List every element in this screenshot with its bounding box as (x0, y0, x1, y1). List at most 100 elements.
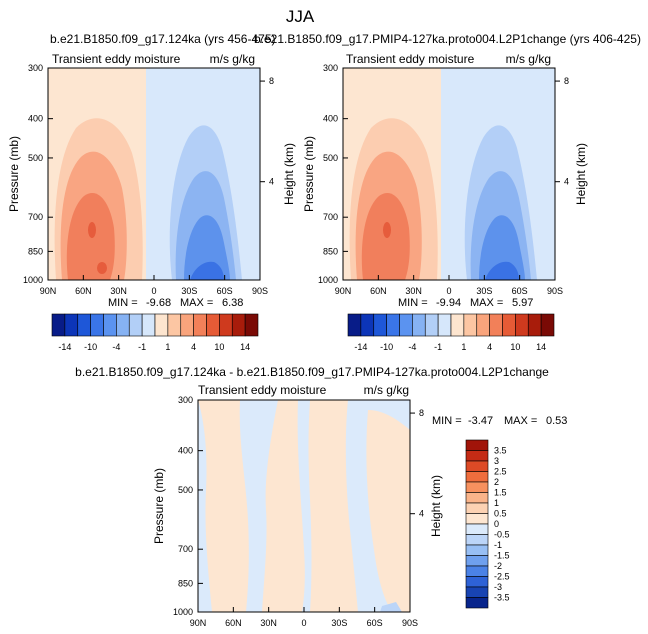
colorbar-top-left-box (116, 313, 130, 337)
panel-3-min-label: MIN = (432, 415, 462, 427)
colorbar-top-left-box (64, 313, 79, 337)
colorbar-vertical-box (465, 481, 489, 493)
panel-3-field (198, 400, 410, 612)
panel-1-xtick-label: 90S (252, 286, 268, 296)
colorbar-vertical-box (465, 565, 489, 577)
panel-2-right-label: m/s g/kg (506, 52, 551, 66)
colorbar-top-left-label: 4 (191, 342, 196, 352)
colorbar-vertical-box (465, 576, 489, 588)
panel-2-contour-orange-4 (383, 222, 391, 238)
panel-3-xtick-label: 90N (190, 618, 207, 628)
colorbar-top-right-box (502, 313, 516, 337)
colorbar-vertical-label: -0.5 (494, 530, 510, 540)
panel-2-contour-blue-3 (479, 215, 525, 280)
panel-1-ytick-label: 1000 (23, 275, 43, 285)
panel-1-max-label: MAX = (180, 297, 213, 309)
panel-2-xtick-label: 60S (512, 286, 528, 296)
colorbar-vertical-box (465, 586, 489, 598)
colorbar-vertical-box (465, 460, 489, 472)
panel-3-contour-blue-c (297, 400, 312, 612)
panel-1-contour-blue-3 (184, 215, 230, 280)
colorbar-top-right-box (489, 313, 503, 337)
colorbar-top-right-label: -14 (354, 342, 367, 352)
colorbar-top-right-box (450, 313, 465, 337)
panel-1-contour-blue-4 (190, 261, 224, 280)
colorbar-vertical-label: -1.5 (494, 551, 510, 561)
panel-3-ylabel-right: Height (km) (429, 475, 443, 537)
panel-3-right-label: m/s g/kg (364, 383, 409, 397)
colorbar-vertical-label: 2 (494, 477, 499, 487)
panel-1-right-label: m/s g/kg (210, 52, 255, 66)
colorbar-vertical-label: 3 (494, 456, 499, 466)
colorbar-top-left-box (90, 313, 104, 337)
panel-3-ytick-label: 400 (178, 446, 193, 456)
panel-3-ytick-label: 700 (178, 544, 193, 554)
colorbar-top-right-box (424, 313, 439, 337)
panel-3-xtick-label: 60N (225, 618, 242, 628)
colorbar-top-left-box (167, 313, 182, 337)
colorbar-vertical-box (465, 439, 489, 451)
panel-2-ytick-right-label: 8 (564, 76, 569, 86)
colorbar-top-left-label: 1 (165, 342, 170, 352)
panel-2-xtick-label: 90N (335, 286, 352, 296)
colorbar-top-right-label: 14 (536, 342, 546, 352)
panel-1-ylabel-right: Height (km) (282, 143, 296, 205)
panel-1-plot-area (48, 68, 260, 280)
panel-3-xtick-label: 30S (331, 618, 347, 628)
panel-2-ytick-label: 850 (323, 246, 338, 256)
panel-1-min-value: -9.68 (146, 297, 171, 309)
panel-1-contour-orange-4 (88, 222, 96, 238)
panel-3-contour-blue-b (239, 400, 278, 612)
panel-2-ytick-label: 500 (323, 153, 338, 163)
colorbar-top-right-box (386, 313, 400, 337)
panel-1-xtick-label: 60S (217, 286, 233, 296)
colorbar-vertical-box (465, 544, 489, 556)
panel-3-ytick-right-label: 8 (419, 408, 424, 418)
colorbar-vertical-box (465, 492, 489, 504)
colorbar-top-left-box (128, 313, 143, 337)
panel-2-max-value: 5.97 (512, 297, 533, 309)
colorbar-vertical-label: 0 (494, 519, 499, 529)
panel-3-plot-area (198, 400, 410, 612)
colorbar-vertical-box (465, 555, 489, 567)
panel-1-ytick-label: 400 (28, 114, 43, 124)
panel-3-min-value: -3.47 (468, 415, 493, 427)
colorbar-vertical-label: 1.5 (494, 488, 507, 498)
panel-3-ytick-right-label: 4 (419, 509, 424, 519)
panel-3-title: b.e21.B1850.f09_g17.124ka - b.e21.B1850.… (75, 365, 549, 379)
colorbar-vertical-box (465, 450, 489, 462)
colorbar-vertical-label: 2.5 (494, 467, 507, 477)
colorbar-top-right-box (437, 313, 452, 337)
panel-1-max-value: 6.38 (222, 297, 243, 309)
colorbar-top-right-label: 10 (510, 342, 520, 352)
colorbar-top-right-box (373, 313, 387, 337)
panel-2-ytick-label: 700 (323, 212, 338, 222)
panel-3-xtick-label: 90S (402, 618, 418, 628)
colorbar-top-right-box (476, 313, 490, 337)
panel-2: b.e21.B1850.f09_g17.PMIP4-127ka.proto004… (254, 32, 641, 309)
panel-2-ytick-label: 300 (323, 63, 338, 73)
panel-3-max-value: 0.53 (546, 415, 567, 427)
colorbar-top-left-label: -14 (58, 342, 71, 352)
colorbar-top-left-label: -1 (138, 342, 146, 352)
panel-1-title: b.e21.B1850.f09_g17.124ka (yrs 456-475) (50, 32, 276, 46)
panel-3-contour-blue-e (380, 602, 402, 612)
panel-2-max-label: MAX = (470, 297, 503, 309)
panel-2-left-label: Transient eddy moisture (346, 52, 475, 66)
colorbar-vertical-box (465, 534, 489, 546)
colorbar-top-left-box (154, 313, 169, 337)
colorbar-top-left-box (141, 313, 156, 337)
panel-1-xtick-label: 60N (75, 286, 92, 296)
panel-2-ylabel-right: Height (km) (574, 143, 588, 205)
colorbar-vertical-label: -2 (494, 561, 502, 571)
panel-3-ytick-label: 500 (178, 485, 193, 495)
panel-1-ytick-right-label: 4 (269, 177, 274, 187)
panel-2-xtick-label: 90S (547, 286, 563, 296)
colorbar-vertical-label: -3.5 (494, 593, 510, 603)
panel-2-ytick-right-label: 4 (564, 177, 569, 187)
colorbar-vertical-box (465, 513, 489, 525)
panel-1-xtick-label: 90N (40, 286, 57, 296)
figure-title: JJA (286, 7, 315, 26)
colorbar-top-right-label: 4 (487, 342, 492, 352)
